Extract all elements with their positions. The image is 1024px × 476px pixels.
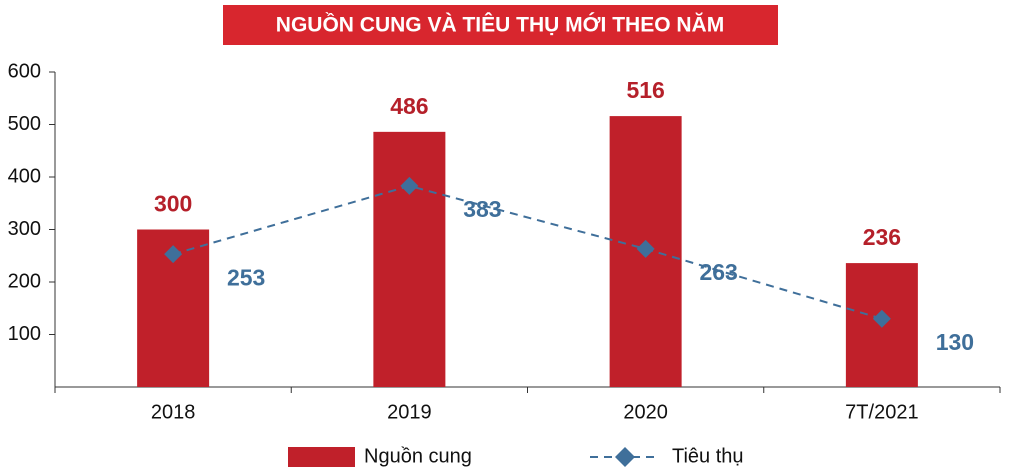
line-value-label: 263	[699, 259, 737, 285]
line-value-label: 253	[227, 264, 265, 290]
y-tick-label: 300	[8, 218, 41, 240]
chart-title: NGUỒN CUNG VÀ TIÊU THỤ MỚI THEO NĂM	[276, 13, 724, 37]
line	[172, 184, 883, 320]
marker	[400, 176, 419, 195]
legend-label: Nguồn cung	[364, 445, 472, 467]
marker	[636, 239, 655, 258]
bar-value-label: 516	[626, 77, 664, 103]
legend-swatch	[288, 447, 355, 467]
y-tick-label: 400	[8, 165, 41, 187]
x-tick-label: 2020	[623, 401, 668, 423]
bar-value-label: 300	[154, 191, 192, 217]
bar-value-label: 486	[390, 93, 428, 119]
y-tick-label: 600	[8, 60, 41, 82]
x-tick-label: 2018	[151, 401, 196, 423]
y-tick-label: 200	[8, 270, 41, 292]
x-tick-label: 2019	[387, 401, 432, 423]
x-tick-label: 7T/2021	[845, 401, 918, 423]
legend-label: Tiêu thụ	[672, 445, 744, 467]
bar-value-label: 236	[863, 224, 901, 250]
bar	[373, 131, 446, 387]
marker	[872, 309, 891, 328]
legend-marker	[615, 447, 635, 467]
y-tick-label: 100	[8, 323, 41, 345]
y-tick-label: 500	[8, 113, 41, 135]
line-value-label: 383	[463, 196, 501, 222]
marker	[164, 245, 183, 264]
line-value-label: 130	[936, 329, 974, 355]
title-banner	[223, 5, 778, 45]
